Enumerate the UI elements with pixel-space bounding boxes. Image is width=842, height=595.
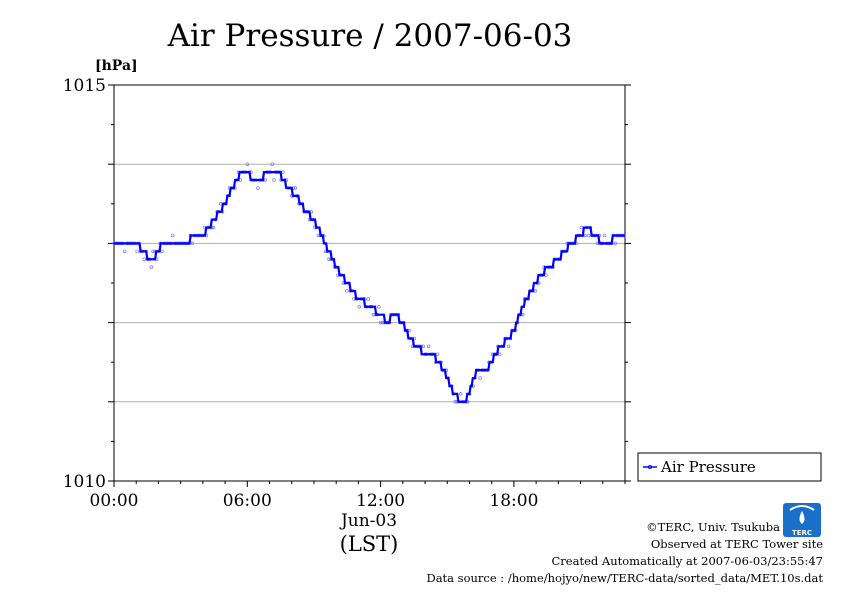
x-tick-label-0: 00:00 [90, 491, 139, 511]
data-point [218, 202, 223, 206]
legend-marker [648, 464, 653, 469]
data-point [421, 344, 426, 349]
gridlines [114, 163, 625, 403]
credit-created: Created Automatically at 2007-06-03/23:5… [552, 554, 824, 568]
x-axis-ticks: 00:00 06:00 12:00 18:00 [90, 481, 626, 511]
credit-source: Data source : /home/hojyo/new/TERC-data/… [426, 571, 823, 585]
y-tick-label-0: 1015 [63, 76, 106, 96]
legend-box [637, 452, 822, 482]
y-tick-label-1: 1010 [63, 472, 106, 492]
terc-logo-drop-icon [799, 511, 805, 524]
data-point [190, 241, 194, 246]
data-point [533, 289, 537, 293]
plot-frame [113, 84, 626, 482]
data-point [327, 257, 331, 261]
data-point [135, 249, 139, 254]
chart-title: Air Pressure / 2007-06-03 [167, 18, 573, 54]
x-tick-label-2: 12:00 [356, 491, 405, 511]
y-axis-unit: [hPa] [95, 58, 138, 74]
series-line-air-pressure [114, 171, 625, 403]
terc-logo: TERC [783, 503, 821, 537]
data-point [256, 186, 260, 190]
data-point [149, 265, 154, 269]
legend: Air Pressure [637, 452, 822, 482]
data-point [160, 249, 164, 254]
credit-copyright: ©TERC, Univ. Tsukuba [646, 520, 780, 534]
data-point [497, 352, 502, 357]
data-point [458, 392, 463, 396]
data-point [170, 233, 175, 238]
x-tick-label-3: 18:00 [489, 491, 538, 511]
data-point [357, 305, 362, 309]
data-point [122, 249, 127, 254]
series-raw-points [112, 162, 626, 404]
data-point [377, 305, 381, 309]
credit-observed: Observed at TERC Tower site [651, 537, 823, 551]
terc-logo-text: TERC [792, 529, 812, 537]
data-point [272, 178, 276, 182]
data-point [586, 233, 591, 238]
data-point [380, 320, 385, 325]
data-point [506, 344, 511, 349]
data-point [293, 186, 298, 190]
data-point [371, 312, 376, 317]
data-point [478, 376, 482, 380]
data-point [211, 225, 216, 230]
data-point [453, 400, 458, 404]
data-point [378, 320, 383, 325]
data-point [579, 225, 584, 230]
data-point [142, 257, 146, 261]
data-point [435, 352, 440, 357]
data-point [151, 249, 155, 254]
legend-label: Air Pressure [660, 458, 756, 476]
data-point [270, 162, 274, 166]
x-tick-label-1: 06:00 [223, 491, 272, 511]
data-point [602, 233, 607, 238]
y-axis-ticks: 1015 1010 [63, 76, 631, 492]
data-point [613, 241, 617, 246]
data-point [245, 162, 250, 166]
x-axis-label: (LST) [340, 532, 399, 556]
data-point [426, 344, 431, 349]
data-point [366, 297, 370, 301]
terc-logo-wave-icon [789, 505, 815, 511]
x-axis-date-label: Jun-03 [339, 511, 397, 531]
data-point [345, 289, 349, 293]
